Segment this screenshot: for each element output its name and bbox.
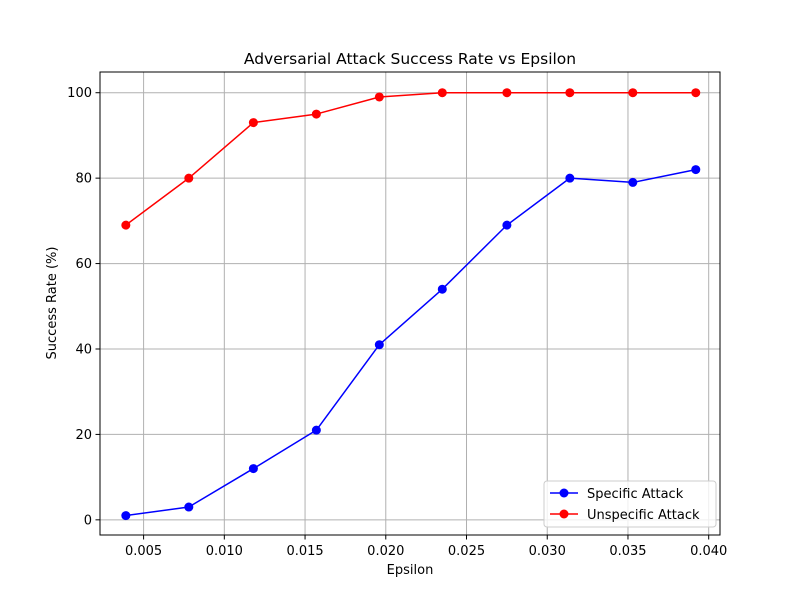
data-point-specific-attack: [374, 340, 384, 350]
x-tick-label: 0.010: [206, 544, 243, 559]
data-point-specific-attack: [437, 284, 447, 294]
y-axis-ticks: 0 20 40 60 80 100: [67, 86, 100, 528]
y-tick-label: 100: [67, 86, 92, 101]
data-point-specific-attack: [565, 173, 575, 183]
data-point-specific-attack: [248, 464, 258, 474]
x-tick-label: 0.015: [286, 544, 323, 559]
data-point-unspecific-attack: [248, 118, 258, 128]
data-point-unspecific-attack: [374, 92, 384, 102]
series-layer: [121, 88, 701, 521]
data-point-unspecific-attack: [691, 88, 701, 98]
data-point-specific-attack: [691, 165, 701, 175]
data-point-unspecific-attack: [121, 220, 131, 230]
series-line-unspecific-attack: [125, 91, 696, 226]
plot-area: [100, 72, 720, 535]
x-tick-label: 0.005: [125, 544, 162, 559]
data-point-unspecific-attack: [311, 109, 321, 119]
grid-lines: [100, 72, 720, 535]
y-tick-label: 40: [75, 342, 92, 357]
data-point-specific-attack: [184, 502, 194, 512]
y-tick-label: 0: [84, 513, 92, 528]
legend: Specific Attack Unspecific Attack: [543, 480, 717, 528]
x-tick-label: 0.040: [690, 544, 727, 559]
y-tick-label: 60: [75, 257, 92, 272]
legend-marker-unspecific: [559, 509, 569, 519]
x-tick-label: 0.030: [529, 544, 566, 559]
data-point-specific-attack: [311, 425, 321, 435]
x-tick-label: 0.025: [448, 544, 485, 559]
data-point-unspecific-attack: [565, 88, 575, 98]
legend-frame: [543, 480, 717, 528]
plot-frame: [99, 71, 721, 536]
data-point-specific-attack: [502, 220, 512, 230]
data-point-unspecific-attack: [502, 88, 512, 98]
series-line-specific-attack: [125, 168, 696, 517]
data-point-specific-attack: [121, 511, 131, 521]
y-axis-label: Success Rate (%): [45, 247, 60, 360]
y-tick-label: 80: [75, 172, 92, 187]
data-point-unspecific-attack: [184, 173, 194, 183]
x-axis-ticks: 0.005 0.010 0.015 0.020 0.025 0.030 0.035 0.040: [125, 535, 727, 559]
data-point-unspecific-attack: [628, 88, 638, 98]
y-tick-label: 20: [75, 428, 92, 443]
legend-marker-specific: [559, 488, 569, 498]
data-point-unspecific-attack: [437, 88, 447, 98]
x-tick-label: 0.020: [367, 544, 404, 559]
x-tick-label: 0.035: [609, 544, 646, 559]
x-axis-label: Epsilon: [387, 563, 434, 578]
legend-label-specific: Specific Attack: [587, 487, 684, 502]
chart-title: Adversarial Attack Success Rate vs Epsil…: [244, 50, 576, 68]
data-point-specific-attack: [628, 177, 638, 187]
legend-label-unspecific: Unspecific Attack: [587, 508, 700, 523]
